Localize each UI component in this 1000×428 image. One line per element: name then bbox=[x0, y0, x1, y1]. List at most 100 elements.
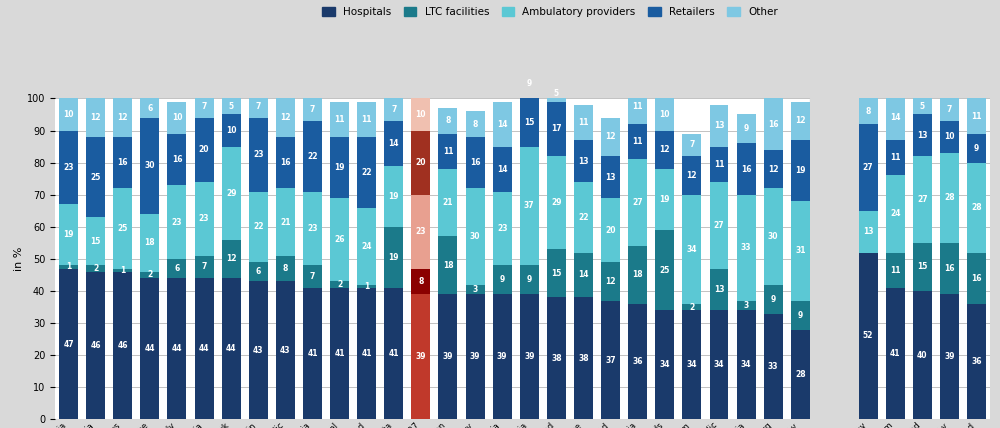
Bar bbox=[466, 188, 485, 285]
Text: 16: 16 bbox=[944, 264, 955, 273]
Bar bbox=[86, 265, 105, 272]
Bar bbox=[913, 115, 932, 156]
Text: 2: 2 bbox=[337, 280, 342, 289]
Text: 44: 44 bbox=[199, 344, 209, 354]
Bar bbox=[438, 294, 457, 419]
Text: 11: 11 bbox=[971, 112, 982, 121]
Text: 14: 14 bbox=[497, 164, 507, 174]
Text: 9: 9 bbox=[500, 275, 505, 284]
Bar bbox=[520, 147, 539, 265]
Bar bbox=[195, 118, 214, 182]
Text: 41: 41 bbox=[389, 349, 399, 358]
Bar bbox=[249, 262, 268, 282]
Bar bbox=[140, 214, 159, 272]
Bar bbox=[222, 240, 241, 278]
Bar bbox=[411, 195, 430, 269]
Bar bbox=[940, 121, 959, 153]
Bar bbox=[276, 282, 295, 419]
Bar bbox=[438, 108, 457, 134]
Text: 9: 9 bbox=[974, 144, 979, 153]
Bar bbox=[940, 98, 959, 121]
Text: 39: 39 bbox=[524, 352, 535, 361]
Text: 43: 43 bbox=[253, 346, 264, 355]
Text: 20: 20 bbox=[605, 226, 616, 235]
Text: 7: 7 bbox=[256, 102, 261, 111]
Bar bbox=[764, 188, 783, 285]
Text: 43: 43 bbox=[280, 346, 291, 355]
Text: 20: 20 bbox=[199, 145, 209, 155]
Bar bbox=[737, 195, 756, 300]
Text: 8: 8 bbox=[418, 277, 424, 286]
Bar bbox=[303, 265, 322, 288]
Text: 39: 39 bbox=[470, 352, 480, 361]
Text: 36: 36 bbox=[632, 357, 643, 366]
Bar bbox=[276, 256, 295, 282]
Text: 21: 21 bbox=[280, 217, 291, 226]
Bar bbox=[140, 98, 159, 118]
Bar bbox=[438, 169, 457, 236]
Bar bbox=[249, 118, 268, 192]
Text: 6: 6 bbox=[256, 267, 261, 276]
Bar bbox=[493, 147, 512, 192]
Text: 41: 41 bbox=[890, 349, 900, 358]
Bar bbox=[86, 98, 105, 137]
Bar bbox=[276, 188, 295, 256]
Bar bbox=[357, 288, 376, 419]
Bar bbox=[791, 300, 810, 330]
Bar bbox=[574, 253, 593, 297]
Bar bbox=[520, 265, 539, 294]
Text: 9: 9 bbox=[743, 125, 749, 134]
Text: 15: 15 bbox=[917, 262, 927, 271]
Text: 41: 41 bbox=[307, 349, 318, 358]
Bar bbox=[967, 253, 986, 304]
Bar bbox=[466, 137, 485, 188]
Text: 12: 12 bbox=[687, 171, 697, 180]
Bar bbox=[222, 114, 241, 146]
Bar bbox=[520, 294, 539, 419]
Text: 20: 20 bbox=[416, 158, 426, 167]
Text: 39: 39 bbox=[443, 352, 453, 361]
Text: 10: 10 bbox=[944, 132, 955, 142]
Bar bbox=[330, 137, 349, 198]
Bar bbox=[222, 147, 241, 240]
Bar bbox=[737, 115, 756, 143]
Text: 27: 27 bbox=[714, 221, 724, 230]
Text: 8: 8 bbox=[283, 264, 288, 273]
Bar bbox=[967, 98, 986, 134]
Bar bbox=[411, 269, 430, 294]
Text: 1: 1 bbox=[364, 282, 369, 291]
Text: 1: 1 bbox=[66, 262, 71, 271]
Text: 41: 41 bbox=[334, 349, 345, 358]
Text: 15: 15 bbox=[524, 118, 534, 127]
Bar bbox=[601, 198, 620, 262]
Text: 25: 25 bbox=[660, 266, 670, 275]
Text: 22: 22 bbox=[361, 168, 372, 177]
Bar bbox=[940, 153, 959, 243]
Text: 19: 19 bbox=[63, 230, 74, 239]
Text: 10: 10 bbox=[63, 110, 74, 119]
Text: 8: 8 bbox=[865, 107, 871, 116]
Text: 27: 27 bbox=[917, 195, 928, 204]
Text: 40: 40 bbox=[917, 351, 927, 360]
Text: 13: 13 bbox=[917, 131, 927, 140]
Text: 3: 3 bbox=[743, 301, 749, 310]
Bar bbox=[886, 288, 905, 419]
Bar bbox=[59, 131, 78, 205]
Bar bbox=[113, 269, 132, 272]
Text: 39: 39 bbox=[497, 352, 507, 361]
Bar bbox=[791, 330, 810, 419]
Text: 18: 18 bbox=[443, 261, 453, 270]
Bar bbox=[791, 201, 810, 300]
Text: 19: 19 bbox=[389, 253, 399, 262]
Bar bbox=[249, 192, 268, 262]
Bar bbox=[628, 304, 647, 419]
Bar bbox=[913, 98, 932, 115]
Text: 12: 12 bbox=[280, 113, 291, 122]
Text: 44: 44 bbox=[145, 344, 155, 354]
Bar bbox=[167, 185, 186, 259]
Bar bbox=[940, 243, 959, 294]
Text: 47: 47 bbox=[63, 339, 74, 348]
Text: 33: 33 bbox=[768, 362, 778, 371]
Bar bbox=[222, 98, 241, 115]
Bar bbox=[710, 269, 728, 310]
